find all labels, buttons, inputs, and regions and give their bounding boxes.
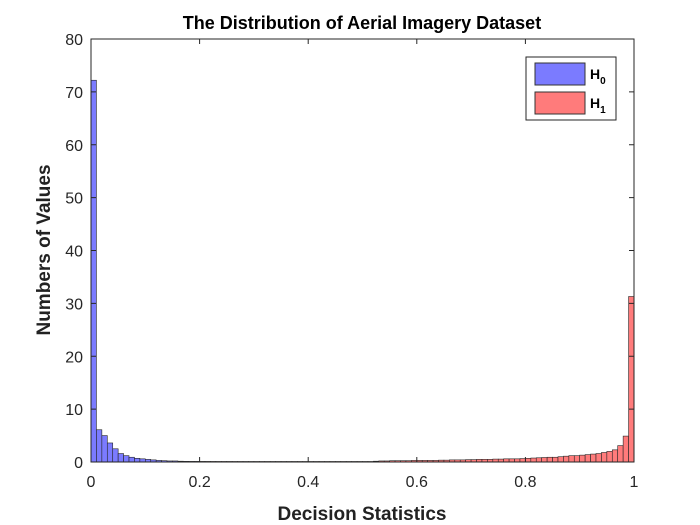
histogram-bar	[112, 448, 119, 463]
histogram-bar	[622, 435, 629, 463]
histogram-bar	[546, 456, 553, 463]
x-tick-label: 0.2	[188, 474, 210, 491]
histogram-bar	[519, 458, 526, 463]
histogram-bar	[101, 435, 108, 463]
histogram-bar	[106, 442, 114, 463]
y-tick-label: 20	[65, 349, 83, 366]
y-tick-label: 40	[65, 244, 83, 261]
histogram-bar	[590, 453, 597, 463]
histogram-bar	[557, 456, 564, 463]
histogram-bar	[552, 456, 559, 463]
histogram-bar	[541, 457, 548, 463]
legend-label-h1-name: H	[590, 95, 600, 111]
legend: H0 H1	[525, 56, 617, 121]
y-tick-label: 50	[65, 191, 83, 208]
y-tick-label: 0	[74, 455, 83, 472]
histogram-bar	[90, 79, 97, 463]
histogram-bar	[573, 455, 581, 463]
y-tick-label: 30	[65, 296, 83, 313]
legend-label-h1: H1	[590, 95, 606, 116]
x-tick-label: 0.6	[406, 474, 428, 491]
histogram-bar	[117, 453, 124, 463]
y-tick-label: 70	[65, 85, 83, 102]
legend-label-h1-sub: 1	[600, 105, 606, 116]
histogram-bar	[617, 445, 624, 463]
histogram-bar	[96, 429, 103, 463]
histogram-bar	[128, 456, 135, 463]
x-tick-label: 1	[630, 474, 639, 491]
histogram-bar	[525, 457, 532, 463]
histogram-bar	[601, 452, 608, 463]
histogram-bar	[535, 457, 542, 463]
histogram-bar	[530, 457, 537, 463]
x-tick-label: 0	[87, 474, 96, 491]
legend-label-h0-name: H	[590, 66, 600, 82]
histogram-bar	[579, 454, 586, 463]
x-axis-ticks: 0 0.2 0.4 0.6 0.8 1	[87, 39, 639, 491]
y-tick-label: 10	[65, 402, 83, 419]
y-axis-label: Numbers of Values	[34, 164, 55, 335]
y-tick-label: 80	[65, 32, 83, 49]
histogram-bar	[611, 449, 619, 463]
histogram-bar	[563, 455, 570, 463]
histogram-bar	[628, 296, 635, 463]
histogram-bar	[584, 454, 591, 463]
x-tick-label: 0.4	[297, 474, 319, 491]
histogram-bar	[134, 457, 141, 463]
legend-label-h0-sub: 0	[600, 76, 606, 87]
legend-swatch-h0	[534, 62, 586, 86]
x-tick-label: 0.8	[514, 474, 536, 491]
histogram-bar	[595, 453, 602, 463]
legend-swatch-h1	[534, 91, 586, 115]
legend-label-h0: H0	[590, 66, 606, 87]
x-axis-label: Decision Statistics	[278, 504, 447, 525]
y-tick-label: 60	[65, 138, 83, 155]
histogram-bar	[568, 455, 575, 463]
histogram-bar	[123, 455, 130, 463]
chart-title: The Distribution of Aerial Imagery Datas…	[183, 13, 541, 33]
histogram-bar	[606, 451, 613, 463]
